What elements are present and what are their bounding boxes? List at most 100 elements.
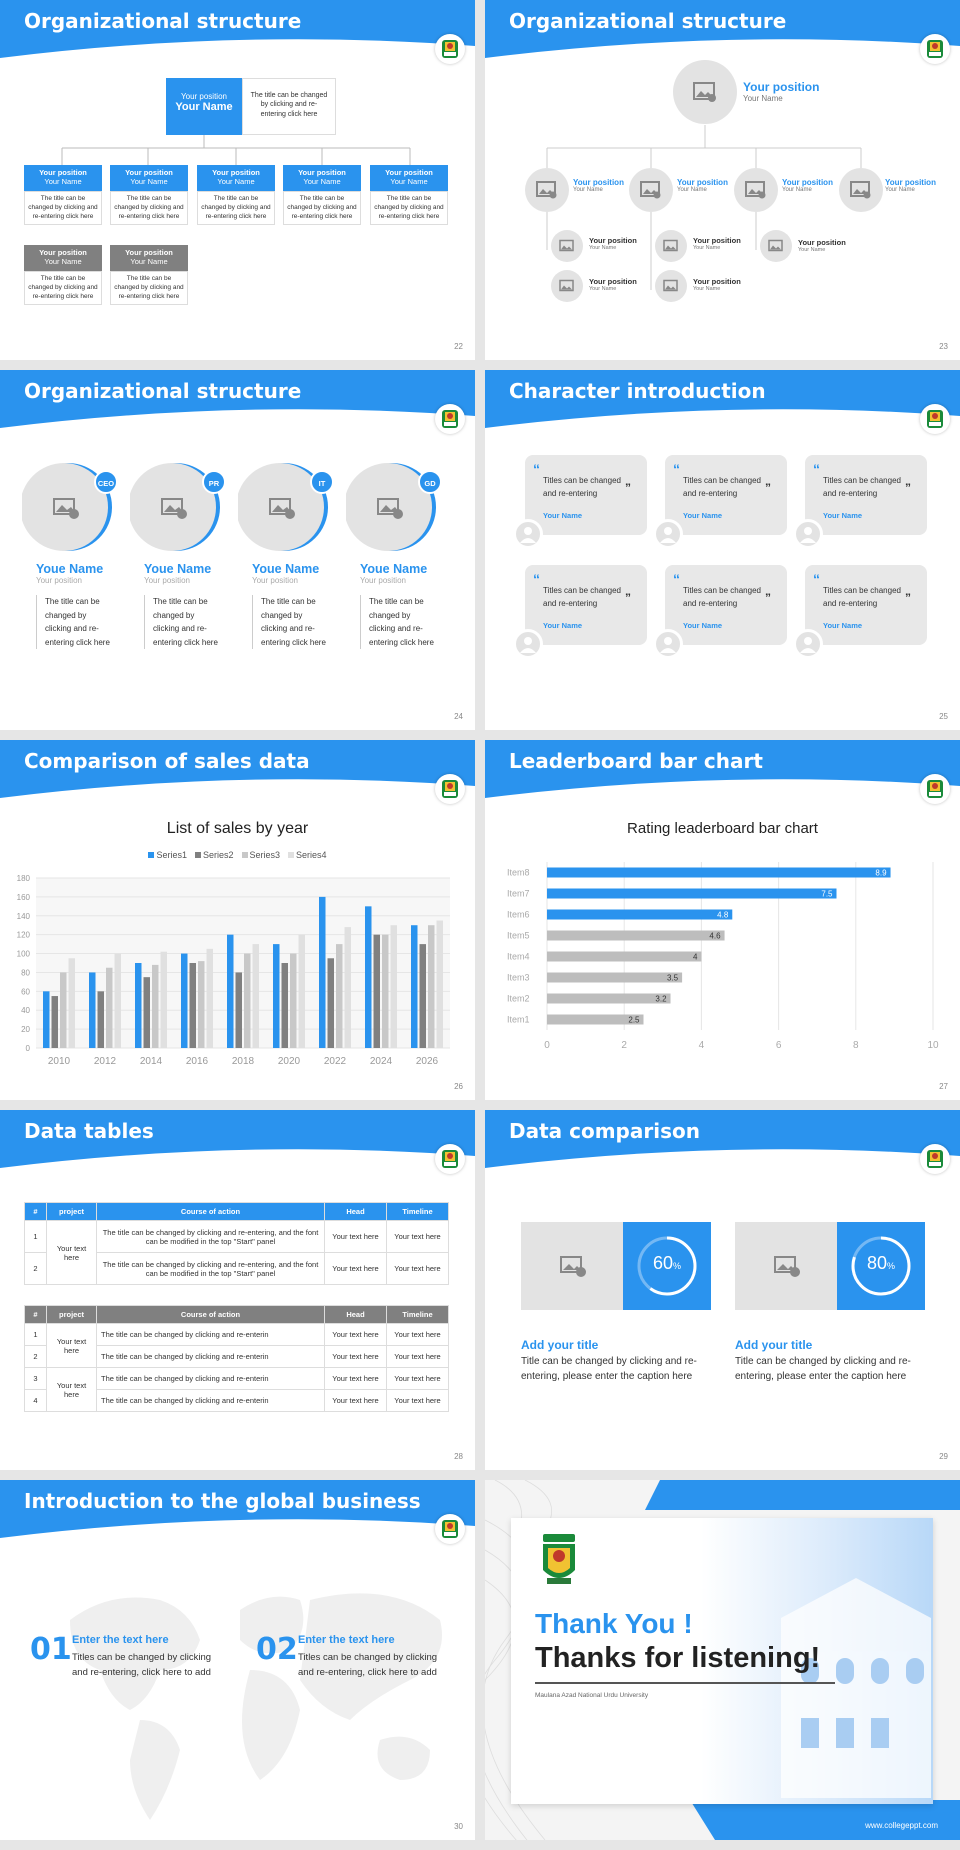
column-chart: 0 20 40 60 80 100 120 140 160 180 2010 2012 2014 2016… <box>17 874 450 1067</box>
slide-25[interactable]: Character introduction “ Titles can be c… <box>485 370 960 730</box>
data-label: 4.8 <box>717 911 729 920</box>
bar <box>114 953 121 1048</box>
slide-26[interactable]: Comparison of sales data List of sales b… <box>0 740 475 1100</box>
data-label: 3.5 <box>667 974 679 983</box>
level2-card[interactable]: Your position Your Name The title can be c… <box>24 165 102 226</box>
bar <box>60 972 67 1048</box>
level2-card[interactable]: Your position Your Name The title can be c… <box>283 165 361 226</box>
image-placeholder-icon[interactable] <box>551 270 583 302</box>
data-label: 8.9 <box>875 869 887 878</box>
level3-card[interactable]: Your position Your Name The title can be c… <box>110 245 188 306</box>
website-link[interactable]: www.collegeppt.com <box>865 1821 938 1830</box>
person-description: The title can be changed by clicking and… <box>36 595 112 650</box>
image-placeholder-icon[interactable] <box>525 168 569 212</box>
legend-item: Series1 <box>148 850 187 860</box>
image-placeholder-icon[interactable] <box>629 168 673 212</box>
top-position-box[interactable]: Your position Your Name <box>166 78 242 135</box>
y-tick-label: Item8 <box>507 868 530 878</box>
table-cell: 1 <box>24 1323 47 1346</box>
slide-31[interactable]: Thank You ! Thanks for listening! Maulan… <box>485 1480 960 1840</box>
bar <box>319 896 326 1048</box>
image-placeholder-icon[interactable] <box>734 168 778 212</box>
slide-header: Leaderboard bar chart <box>485 740 960 802</box>
table-cell: Your text here <box>46 1323 97 1368</box>
quote-card[interactable]: “ Titles can be changed and re-entering … <box>513 565 647 665</box>
quote-card[interactable]: “ Titles can be changed and re-entering … <box>793 565 927 665</box>
comparison-item[interactable]: 60% Add your title Title can be changed … <box>521 1222 711 1384</box>
data-table-blue: # project Course of action Head Timeline… <box>24 1202 449 1285</box>
open-quote-icon: “ <box>813 571 820 587</box>
image-placeholder-icon[interactable] <box>839 168 883 212</box>
image-placeholder-icon[interactable] <box>655 270 687 302</box>
bar <box>290 953 297 1048</box>
level3-card[interactable]: Your position Your Name The title can be c… <box>24 245 102 306</box>
slide-title: Comparison of sales data <box>24 749 310 773</box>
slide-24[interactable]: Organizational structure CEO Youe Name Y… <box>0 370 475 730</box>
connector-lines <box>61 135 411 165</box>
x-tick-label: 8 <box>853 1040 859 1051</box>
column-header: Timeline <box>386 1202 449 1221</box>
bar <box>390 925 397 1048</box>
level3-row: Your position Your Name The title can be c… <box>24 245 224 307</box>
table-cell: Your text here <box>386 1367 449 1390</box>
slide-30[interactable]: Introduction to the global business 01 E… <box>0 1480 475 1840</box>
image-placeholder-icon[interactable] <box>673 60 737 124</box>
legend-label: Series4 <box>296 850 327 860</box>
legend-label: Series1 <box>156 850 187 860</box>
position-label: Your position <box>798 238 846 247</box>
comparison-item[interactable]: 80% Add your title Title can be changed … <box>735 1222 925 1384</box>
person-name: Youe Name <box>252 562 320 576</box>
card-description: The title can be changed by clicking and… <box>110 191 188 226</box>
image-placeholder-icon[interactable] <box>521 1222 623 1310</box>
level2-card[interactable]: Your position Your Name The title can be c… <box>197 165 275 226</box>
quote-author: Your Name <box>683 621 723 630</box>
image-placeholder-icon[interactable] <box>735 1222 837 1310</box>
y-tick-label: Item6 <box>507 910 530 920</box>
card-description: The title can be changed by clicking and… <box>24 271 102 306</box>
table-row[interactable]: 1 Your text here The title can be change… <box>24 1323 449 1368</box>
quote-card[interactable]: “ Titles can be changed and re-entering … <box>513 455 647 555</box>
slide-header: Organizational structure <box>0 370 475 432</box>
quote-card[interactable]: “ Titles can be changed and re-entering … <box>653 455 787 555</box>
position-label: Your position <box>589 277 637 286</box>
person-position: Your position <box>360 576 406 585</box>
position-label: Your position <box>125 248 173 257</box>
position-label: Your position <box>743 80 820 94</box>
slide-27[interactable]: Leaderboard bar chart Rating leaderboard… <box>485 740 960 1100</box>
top-person: Your position Your Name <box>743 80 819 103</box>
position-label: Your position <box>677 178 728 187</box>
block-number: 02 <box>256 1632 298 1667</box>
ring-accent <box>20 463 112 551</box>
image-placeholder-icon[interactable] <box>655 230 687 262</box>
person-card[interactable]: PR Youe Name Your position The title can… <box>128 462 230 650</box>
card-description: The title can be changed by clicking and… <box>370 191 448 226</box>
slide-23[interactable]: Organizational structure Your position Yo… <box>485 0 960 360</box>
person-card[interactable]: CEO Youe Name Your position The title ca… <box>20 462 122 650</box>
progress-panel: 80% <box>837 1222 925 1310</box>
person-card[interactable]: IT Youe Name Your position The title can… <box>236 462 338 650</box>
slide-title: Introduction to the global business <box>24 1489 421 1513</box>
bar <box>344 927 351 1048</box>
slide-22[interactable]: Organizational structure Your position Y… <box>0 0 475 360</box>
table-cell: Your text here <box>386 1252 449 1285</box>
table-row[interactable]: 4 The title can be changed by clicking a… <box>24 1389 449 1412</box>
y-tick-label: 100 <box>17 950 31 959</box>
level2-card[interactable]: Your position Your Name The title can be c… <box>370 165 448 226</box>
image-placeholder-icon[interactable] <box>551 230 583 262</box>
quote-card[interactable]: “ Titles can be changed and re-entering … <box>793 455 927 555</box>
person-card[interactable]: GD Youe Name Your position The title can… <box>344 462 446 650</box>
name-label: Your Name <box>44 257 82 266</box>
image-placeholder-icon[interactable] <box>760 230 792 262</box>
table-row[interactable]: 3 Your text here The title can be change… <box>24 1367 449 1412</box>
slide-29[interactable]: Data comparison 60% Add your title Title… <box>485 1110 960 1470</box>
university-logo <box>920 1144 950 1174</box>
slide-28[interactable]: Data tables # project Course of action H… <box>0 1110 475 1470</box>
bar <box>89 972 96 1048</box>
quote-card[interactable]: “ Titles can be changed and re-entering … <box>653 565 787 665</box>
table-row[interactable]: 2 The title can be changed by clicking a… <box>24 1252 449 1285</box>
table-cell: Your text here <box>324 1220 387 1253</box>
table-row[interactable]: 1 Your text here The title can be change… <box>24 1220 449 1285</box>
badge-ceo: CEO <box>94 470 118 494</box>
level2-card[interactable]: Your position Your Name The title can be c… <box>110 165 188 226</box>
value-number: 60 <box>652 1253 673 1273</box>
